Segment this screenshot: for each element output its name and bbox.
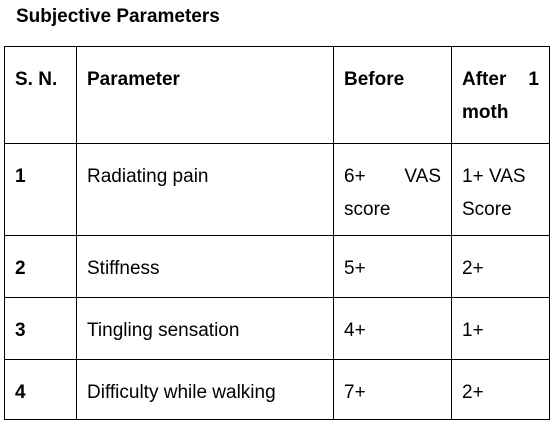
cell-before-line1: 6+ VAS <box>344 160 441 193</box>
cell-before: 4+ <box>333 297 452 360</box>
table-row: 3 Tingling sensation 4+ 1+ <box>4 297 550 360</box>
cell-before: 6+ VAS score <box>333 143 452 236</box>
page-title: Subjective Parameters <box>16 6 220 27</box>
header-after: After 1 moth <box>451 46 550 144</box>
header-after-line2: moth <box>462 102 509 123</box>
cell-after-line2: Score <box>462 199 512 220</box>
cell-parameter: Stiffness <box>76 235 334 298</box>
table-row: 1 Radiating pain 6+ VAS score 1+ VAS Sco… <box>4 143 550 236</box>
cell-sn: 1 <box>4 143 77 236</box>
header-after-number: 1 <box>528 69 539 90</box>
header-parameter: Parameter <box>76 46 334 144</box>
cell-parameter: Difficulty while walking <box>76 359 334 420</box>
header-after-word: After <box>462 69 507 90</box>
cell-before-line2: score <box>344 199 391 220</box>
cell-before-unit: VAS <box>404 166 441 187</box>
cell-after: 1+ VAS Score <box>451 143 550 236</box>
cell-after: 1+ <box>451 297 550 360</box>
cell-parameter: Tingling sensation <box>76 297 334 360</box>
table-row: 2 Stiffness 5+ 2+ <box>4 235 550 298</box>
cell-parameter: Radiating pain <box>76 143 334 236</box>
header-before: Before <box>333 46 452 144</box>
header-sn: S. N. <box>4 46 77 144</box>
cell-sn: 3 <box>4 297 77 360</box>
cell-sn: 2 <box>4 235 77 298</box>
cell-before: 7+ <box>333 359 452 420</box>
cell-before: 5+ <box>333 235 452 298</box>
cell-sn: 4 <box>4 359 77 420</box>
cell-before-value: 6+ <box>344 166 366 187</box>
cell-after: 2+ <box>451 359 550 420</box>
table-row: 4 Difficulty while walking 7+ 2+ <box>4 359 550 420</box>
cell-after-line1: 1+ VAS <box>462 166 526 187</box>
table-header-row: S. N. Parameter Before After 1 moth <box>4 46 550 144</box>
header-after-line1: After 1 <box>462 63 539 96</box>
subjective-parameters-table: S. N. Parameter Before After 1 moth 1 Ra… <box>4 46 550 420</box>
cell-after: 2+ <box>451 235 550 298</box>
